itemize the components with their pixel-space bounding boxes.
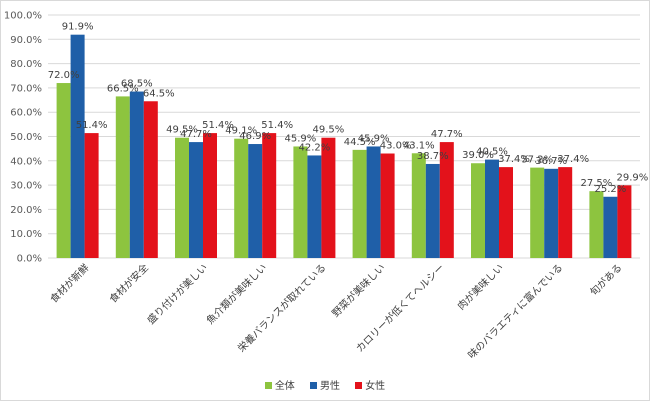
bar [485,159,499,258]
data-label: 49.5% [166,125,198,136]
bar [56,83,71,258]
category-label: 野菜が美味しい [329,261,388,320]
data-label: 45.9% [358,133,390,144]
bar [425,163,440,258]
legend-swatch-all [264,382,272,389]
bar [129,91,144,258]
bar [115,96,130,258]
bar [307,155,322,258]
data-label: 49.5% [313,125,345,136]
data-label: 47.7% [431,129,463,140]
legend-label-all: 全体 [274,381,295,392]
data-label: 37.4% [498,154,530,165]
legend-swatch-female [355,382,363,389]
bar [175,137,189,258]
y-tick-label: 50.0% [10,132,42,143]
y-tick-label: 90.0% [10,35,42,46]
data-label: 51.4% [202,120,234,131]
legend-swatch-male [310,382,317,389]
bar [234,138,249,258]
data-label: 37.4% [557,154,589,165]
data-label: 25.2% [595,184,627,195]
y-tick-label: 30.0% [10,181,42,192]
data-label: 43.0% [380,141,412,152]
bar [411,153,426,258]
y-tick-label: 80.0% [10,59,42,70]
data-label: 44.5% [344,137,376,148]
bar [70,34,85,258]
bar [203,133,217,258]
data-label: 45.9% [285,133,317,144]
category-label: 盛り付けが美しい [144,261,210,327]
bar [293,146,308,258]
bar [143,101,158,258]
y-tick-label: 20.0% [10,205,42,216]
legend-item-female: 女性 [355,377,385,392]
legend-item-male: 男性 [310,377,340,392]
data-label: 68.5% [121,79,153,90]
y-tick-label: 10.0% [10,229,42,240]
data-label: 43.1% [403,140,435,151]
bar [248,144,263,258]
data-label: 36.7% [535,156,567,167]
bar [589,191,604,258]
y-tick-label: 40.0% [10,156,42,167]
bar [84,133,99,258]
category-label: 旬がある [587,261,624,298]
bar [262,133,277,258]
y-tick-label: 60.0% [10,108,42,119]
bar [471,163,485,258]
data-label: 72.0% [48,70,80,81]
data-label: 49.1% [225,126,257,137]
data-label: 29.9% [617,172,649,183]
data-label: 40.5% [476,147,508,158]
bar [617,185,632,258]
bar [603,196,618,258]
category-label: 魚介類が美味しい [204,261,270,327]
legend: 全体 男性 女性 [0,377,650,392]
data-label: 91.9% [62,22,94,33]
bar [380,153,395,258]
data-label: 51.4% [261,120,293,131]
category-label: 味のバラエティに富んでいる [465,261,565,361]
bar [530,167,545,258]
y-tick-label: 70.0% [10,83,42,94]
data-label: 39.0% [462,150,494,161]
data-label: 42.2% [299,142,331,153]
y-tick-label: 100.0% [4,11,42,22]
data-label: 66.5% [107,83,139,94]
data-label: 27.5% [581,178,613,189]
data-label: 51.4% [76,120,108,131]
bar [544,168,559,258]
category-label: 食材が安全 [106,261,151,306]
data-label: 64.5% [143,88,175,99]
data-label: 37.2% [521,155,553,166]
bar [499,167,513,258]
bar [366,146,381,258]
data-label: 47.7% [180,129,212,140]
bar [439,142,454,258]
y-tick-label: 0.0% [17,254,42,265]
legend-label-female: 女性 [365,381,386,392]
bar [558,167,573,258]
category-label: 肉が美味しい [455,261,507,313]
data-label: 46.9% [239,131,271,142]
legend-item-all: 全体 [264,377,295,392]
category-label: 食材が新鮮 [47,261,92,306]
bar [352,149,367,258]
legend-label-male: 男性 [320,381,340,392]
data-label: 38.7% [417,151,449,162]
bar [189,142,203,258]
bar [321,137,336,258]
